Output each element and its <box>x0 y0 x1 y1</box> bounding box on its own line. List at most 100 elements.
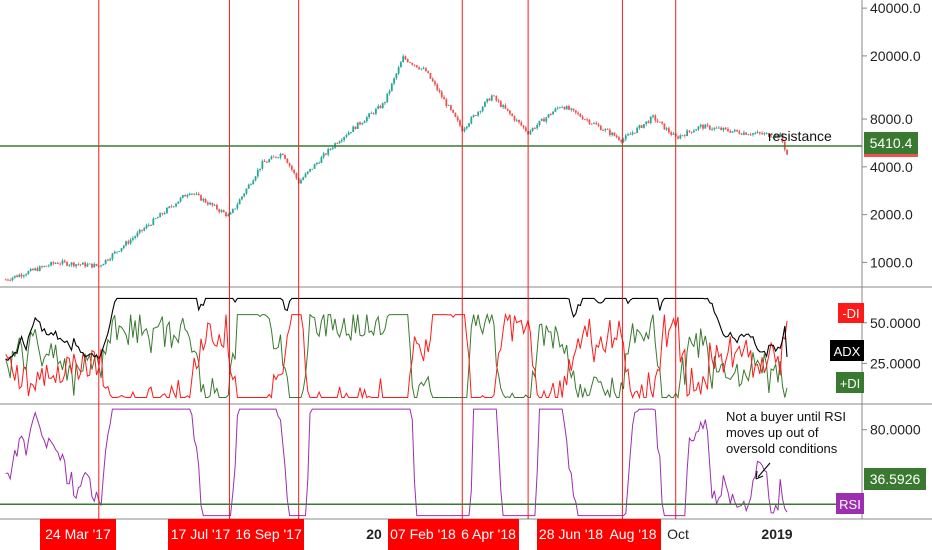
candle-body <box>129 239 132 244</box>
candle-body <box>272 156 275 158</box>
candle-body <box>590 123 593 125</box>
candle-body <box>143 228 146 231</box>
date-tag-label: 17 Jul '17 <box>171 526 231 542</box>
candle-body <box>216 204 218 210</box>
candle-body <box>720 127 723 130</box>
candle-body <box>752 133 754 135</box>
candle-body <box>70 262 73 265</box>
price-axis-ticks: 40000.0 20000.0 8000.0 4000.0 2000.0 1000.0 <box>862 0 921 270</box>
candle-body <box>690 131 693 133</box>
candle-body <box>756 132 759 134</box>
candle-body <box>161 213 164 215</box>
candle-body <box>75 264 77 267</box>
candle-body <box>384 102 386 104</box>
candle-body <box>770 136 773 138</box>
candle-body <box>359 122 361 125</box>
date-tag-bg <box>388 519 458 550</box>
candle-body <box>304 173 307 178</box>
candle-body <box>693 130 695 133</box>
candle-body <box>572 108 575 111</box>
candle-body <box>150 224 152 226</box>
candle-body <box>547 114 550 118</box>
candle-body <box>377 106 380 109</box>
candle-body <box>250 184 252 185</box>
candle-body <box>25 274 28 276</box>
candle-body <box>740 133 743 135</box>
candle-body <box>315 162 318 165</box>
candle-body <box>352 126 355 133</box>
candle-body <box>518 119 520 123</box>
candle-body <box>379 106 382 109</box>
date-tag-label: 28 Jun '18 <box>539 526 603 542</box>
annotation-line-3: oversold conditions <box>726 441 838 456</box>
candle-body <box>270 156 273 160</box>
candle-body <box>197 193 200 196</box>
dmi-tick-label: 50.0000 <box>870 315 921 331</box>
candle-body <box>34 268 37 271</box>
candle-body <box>493 95 495 97</box>
candle-body <box>281 153 284 155</box>
candle-body <box>758 132 761 134</box>
candle-body <box>443 97 445 100</box>
candle-body <box>409 62 411 63</box>
candle-body <box>29 268 32 272</box>
candle-body <box>57 263 59 264</box>
candle-body <box>170 206 173 208</box>
candle-body <box>184 195 187 197</box>
minus-di-line <box>5 312 788 400</box>
candle-body <box>618 137 620 140</box>
candle-body <box>608 129 611 135</box>
candle-body <box>436 84 439 91</box>
candle-body <box>386 93 389 103</box>
candle-body <box>452 109 455 113</box>
candle-body <box>338 141 341 144</box>
candle-body <box>724 127 727 129</box>
candle-body <box>102 263 105 266</box>
candle-body <box>372 112 375 114</box>
date-tag-label: 07 Feb '18 <box>390 526 456 542</box>
candle-body <box>715 127 718 129</box>
candle-body <box>668 128 670 133</box>
candle-body <box>497 100 500 102</box>
price-tag-text: 5410.4 <box>870 135 913 151</box>
candle-body <box>786 149 788 155</box>
candle-body <box>54 263 57 264</box>
candle-body <box>415 65 418 68</box>
candle-body <box>702 124 704 129</box>
rsi-axis-ticks: 80.0000 <box>862 422 921 438</box>
date-tag-bg <box>458 519 519 550</box>
candle-body <box>604 129 607 131</box>
candle-body <box>706 124 709 126</box>
candle-body <box>747 134 750 136</box>
candle-body <box>509 110 511 114</box>
x-axis-label-oct: Oct <box>667 526 689 542</box>
candle-body <box>499 101 502 107</box>
candle-body <box>513 116 516 121</box>
candle-body <box>47 265 50 267</box>
candle-body <box>84 262 87 267</box>
candle-body <box>636 127 639 133</box>
candle-body <box>581 116 584 120</box>
candle-body <box>63 260 66 262</box>
candle-body <box>504 105 507 109</box>
candle-body <box>18 274 21 278</box>
candle-body <box>727 128 729 132</box>
minus-di-tag-bg <box>838 303 864 323</box>
candle-body <box>400 62 402 68</box>
dmi-axis-ticks: 50.0000 25.0000 <box>862 315 921 371</box>
candle-body <box>406 59 409 63</box>
candle-body <box>343 136 346 141</box>
candle-body <box>320 157 323 163</box>
candle-body <box>563 106 566 110</box>
candle-body <box>681 135 684 137</box>
plus-di-tag: +DI <box>840 376 861 391</box>
candle-body <box>538 120 541 125</box>
candle-body <box>302 177 305 181</box>
candle-body <box>638 125 641 128</box>
candle-body <box>193 193 196 195</box>
date-tag-label: Aug '18 <box>609 526 656 542</box>
candle-body <box>627 134 629 136</box>
candle-body <box>606 129 609 131</box>
candle-body <box>156 217 159 219</box>
